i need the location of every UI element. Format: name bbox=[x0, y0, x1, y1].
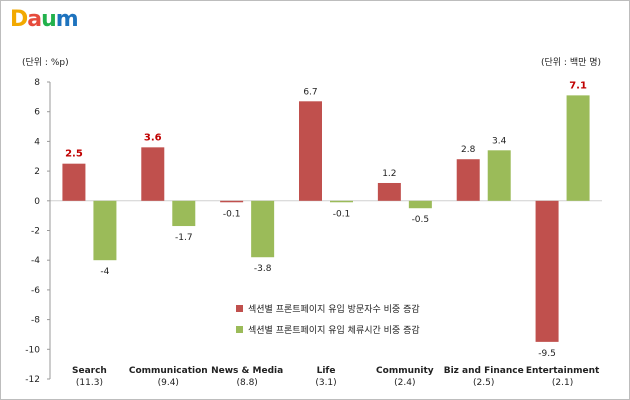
unit-label-right: (단위 : 백만 명) bbox=[541, 58, 602, 68]
category-label: News & Media bbox=[211, 366, 283, 376]
data-label-series1: 1.2 bbox=[382, 169, 396, 179]
category-label: Communication bbox=[129, 366, 208, 376]
y-tick-label: 4 bbox=[34, 137, 40, 147]
data-label-series2: -0.1 bbox=[333, 209, 351, 219]
y-tick-label: 6 bbox=[34, 108, 40, 118]
bar-series1 bbox=[220, 200, 244, 203]
legend-label-series1: 섹션별 프론트페이지 유입 방문자수 비중 증감 bbox=[248, 303, 420, 315]
y-tick-label: -8 bbox=[31, 316, 40, 326]
category-label: Biz and Finance bbox=[444, 366, 524, 376]
logo-letter-d: D bbox=[10, 6, 28, 32]
logo-letter-a: a bbox=[27, 6, 42, 32]
category-label: Search bbox=[72, 366, 107, 376]
category-sublabel: (2.5) bbox=[473, 378, 494, 388]
data-label-series2: -1.7 bbox=[175, 233, 193, 243]
bar-series2 bbox=[172, 200, 196, 227]
bar-series2 bbox=[487, 150, 511, 201]
data-label-series1: 6.7 bbox=[303, 87, 317, 97]
bar-series1 bbox=[62, 163, 86, 201]
data-label-series2: 7.1 bbox=[569, 80, 587, 91]
category-label: Entertainment bbox=[526, 366, 600, 376]
unit-label-left: (단위 : %p) bbox=[22, 58, 69, 68]
bar-series2 bbox=[251, 200, 275, 258]
data-label-series1: 2.8 bbox=[461, 145, 476, 155]
y-tick-label: -4 bbox=[31, 256, 40, 266]
y-tick-label: 8 bbox=[34, 78, 40, 88]
category-sublabel: (2.1) bbox=[552, 378, 573, 388]
y-tick-label: 2 bbox=[34, 167, 40, 177]
category-sublabel: (2.4) bbox=[394, 378, 415, 388]
bar-series2 bbox=[408, 200, 432, 209]
logo-letter-u: u bbox=[41, 6, 57, 32]
daum-logo: D a u m bbox=[10, 6, 79, 32]
category-label: Community bbox=[376, 366, 434, 376]
bar-series2 bbox=[330, 200, 353, 203]
data-label-series2: -3.8 bbox=[254, 264, 272, 274]
data-label-series2: -4 bbox=[100, 267, 109, 277]
data-label-series2: -0.5 bbox=[412, 215, 430, 225]
bar-series2 bbox=[566, 95, 590, 201]
category-sublabel: (3.1) bbox=[315, 378, 336, 388]
category-sublabel: (8.8) bbox=[236, 378, 257, 388]
y-tick-label: -12 bbox=[25, 375, 40, 385]
y-tick-label: -6 bbox=[31, 286, 40, 296]
legend-swatch-series2 bbox=[236, 326, 243, 333]
y-tick-label: 0 bbox=[34, 197, 40, 207]
bar-series1 bbox=[141, 147, 165, 201]
bar-series1 bbox=[456, 159, 480, 201]
legend-swatch-series1 bbox=[236, 305, 243, 312]
data-label-series1: -9.5 bbox=[538, 349, 556, 359]
category-sublabel: (11.3) bbox=[76, 378, 103, 388]
bar-series2 bbox=[93, 200, 117, 261]
legend-label-series2: 섹션별 프론트페이지 유입 체류시간 비중 증감 bbox=[248, 324, 420, 336]
y-tick-label: -2 bbox=[31, 227, 40, 237]
category-sublabel: (9.4) bbox=[158, 378, 179, 388]
data-label-series1: -0.1 bbox=[223, 209, 241, 219]
data-label-series2: 3.4 bbox=[492, 136, 507, 146]
category-label: Life bbox=[317, 366, 336, 376]
bar-series1 bbox=[377, 182, 401, 201]
data-label-series1: 3.6 bbox=[144, 132, 162, 143]
bar-series1 bbox=[535, 200, 559, 342]
data-label-series1: 2.5 bbox=[65, 149, 83, 160]
logo-letter-m: m bbox=[55, 6, 79, 32]
bar-series1 bbox=[299, 101, 322, 201]
y-tick-label: -10 bbox=[25, 345, 40, 355]
